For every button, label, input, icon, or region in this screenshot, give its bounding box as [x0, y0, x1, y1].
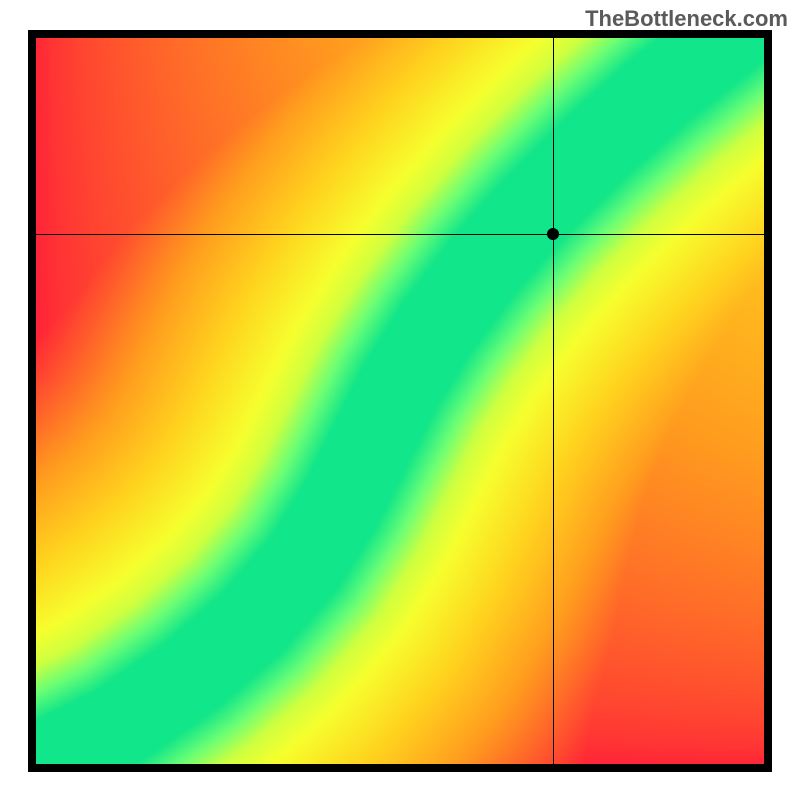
heatmap-canvas — [28, 30, 772, 772]
chart-frame — [28, 30, 772, 772]
watermark-text: TheBottleneck.com — [585, 6, 788, 32]
chart-container: TheBottleneck.com — [0, 0, 800, 800]
